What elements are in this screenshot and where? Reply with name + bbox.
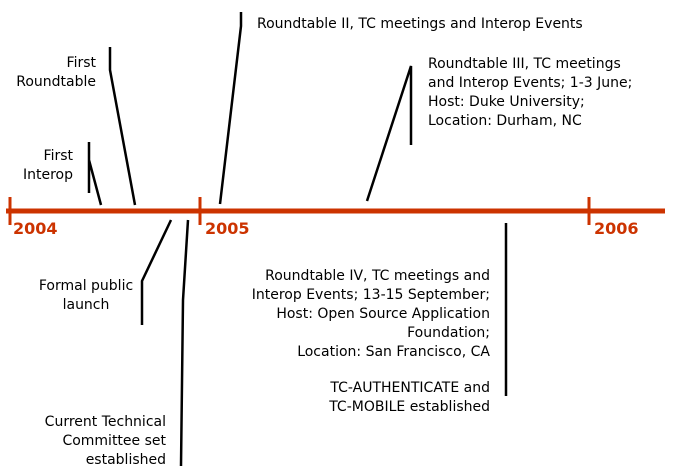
event-roundtable-iv-line: Host: Open Source Application — [276, 306, 490, 322]
event-roundtable-ii-line: Roundtable II, TC meetings and Interop E… — [257, 16, 583, 32]
event-first-interop-line: First — [43, 148, 73, 164]
event-formal-launch-line: Formal public — [38, 278, 134, 294]
event-roundtable-ii: Roundtable II, TC meetings and Interop E… — [257, 15, 583, 34]
event-roundtable-iv-line: Foundation; — [407, 325, 490, 341]
event-technical-committee-line: Committee set — [62, 433, 166, 449]
event-formal-launch: Formal public launch — [16, 277, 156, 315]
event-roundtable-iii-line: Roundtable III, TC meetings — [428, 56, 621, 72]
event-first-roundtable-line: Roundtable — [16, 74, 96, 90]
event-first-interop: First Interop — [23, 147, 73, 185]
event-tc-authenticate-line: TC-AUTHENTICATE and — [330, 380, 490, 396]
leader-roundtable-iii — [365, 65, 413, 202]
event-first-interop-line: Interop — [22, 167, 73, 183]
year-label-2005: 2005 — [205, 219, 250, 238]
event-roundtable-iii: Roundtable III, TC meetings and Interop … — [428, 55, 632, 131]
event-roundtable-iv-line: Location: San Francisco, CA — [297, 344, 490, 360]
event-tc-authenticate: TC-AUTHENTICATE and TC-MOBILE establishe… — [329, 379, 490, 417]
event-roundtable-iv-line: Interop Events; 13-15 September; — [251, 287, 490, 303]
leader-roundtable-ii — [218, 12, 243, 205]
event-roundtable-iv-line: Roundtable IV, TC meetings and — [265, 268, 490, 284]
event-roundtable-iii-line: Host: Duke University; — [428, 94, 585, 110]
event-formal-launch-line: launch — [62, 297, 110, 313]
year-label-2006: 2006 — [594, 219, 639, 238]
year-label-2004: 2004 — [13, 219, 58, 238]
event-tc-authenticate-line: TC-MOBILE established — [329, 399, 490, 415]
leader-technical-committee — [179, 219, 190, 467]
event-roundtable-iv: Roundtable IV, TC meetings and Interop E… — [252, 267, 490, 362]
leader-formal-launch — [140, 219, 173, 325]
event-roundtable-iii-line: Location: Durham, NC — [428, 113, 582, 129]
event-roundtable-iii-line: and Interop Events; 1-3 June; — [428, 75, 633, 91]
event-technical-committee: Current Technical Committee set establis… — [45, 413, 166, 470]
event-first-roundtable: First Roundtable — [16, 54, 96, 92]
event-technical-committee-line: established — [85, 452, 166, 468]
leader-first-interop — [87, 142, 103, 206]
event-technical-committee-line: Current Technical — [44, 414, 166, 430]
event-first-roundtable-line: First — [66, 55, 96, 71]
leader-first-roundtable — [108, 47, 137, 206]
